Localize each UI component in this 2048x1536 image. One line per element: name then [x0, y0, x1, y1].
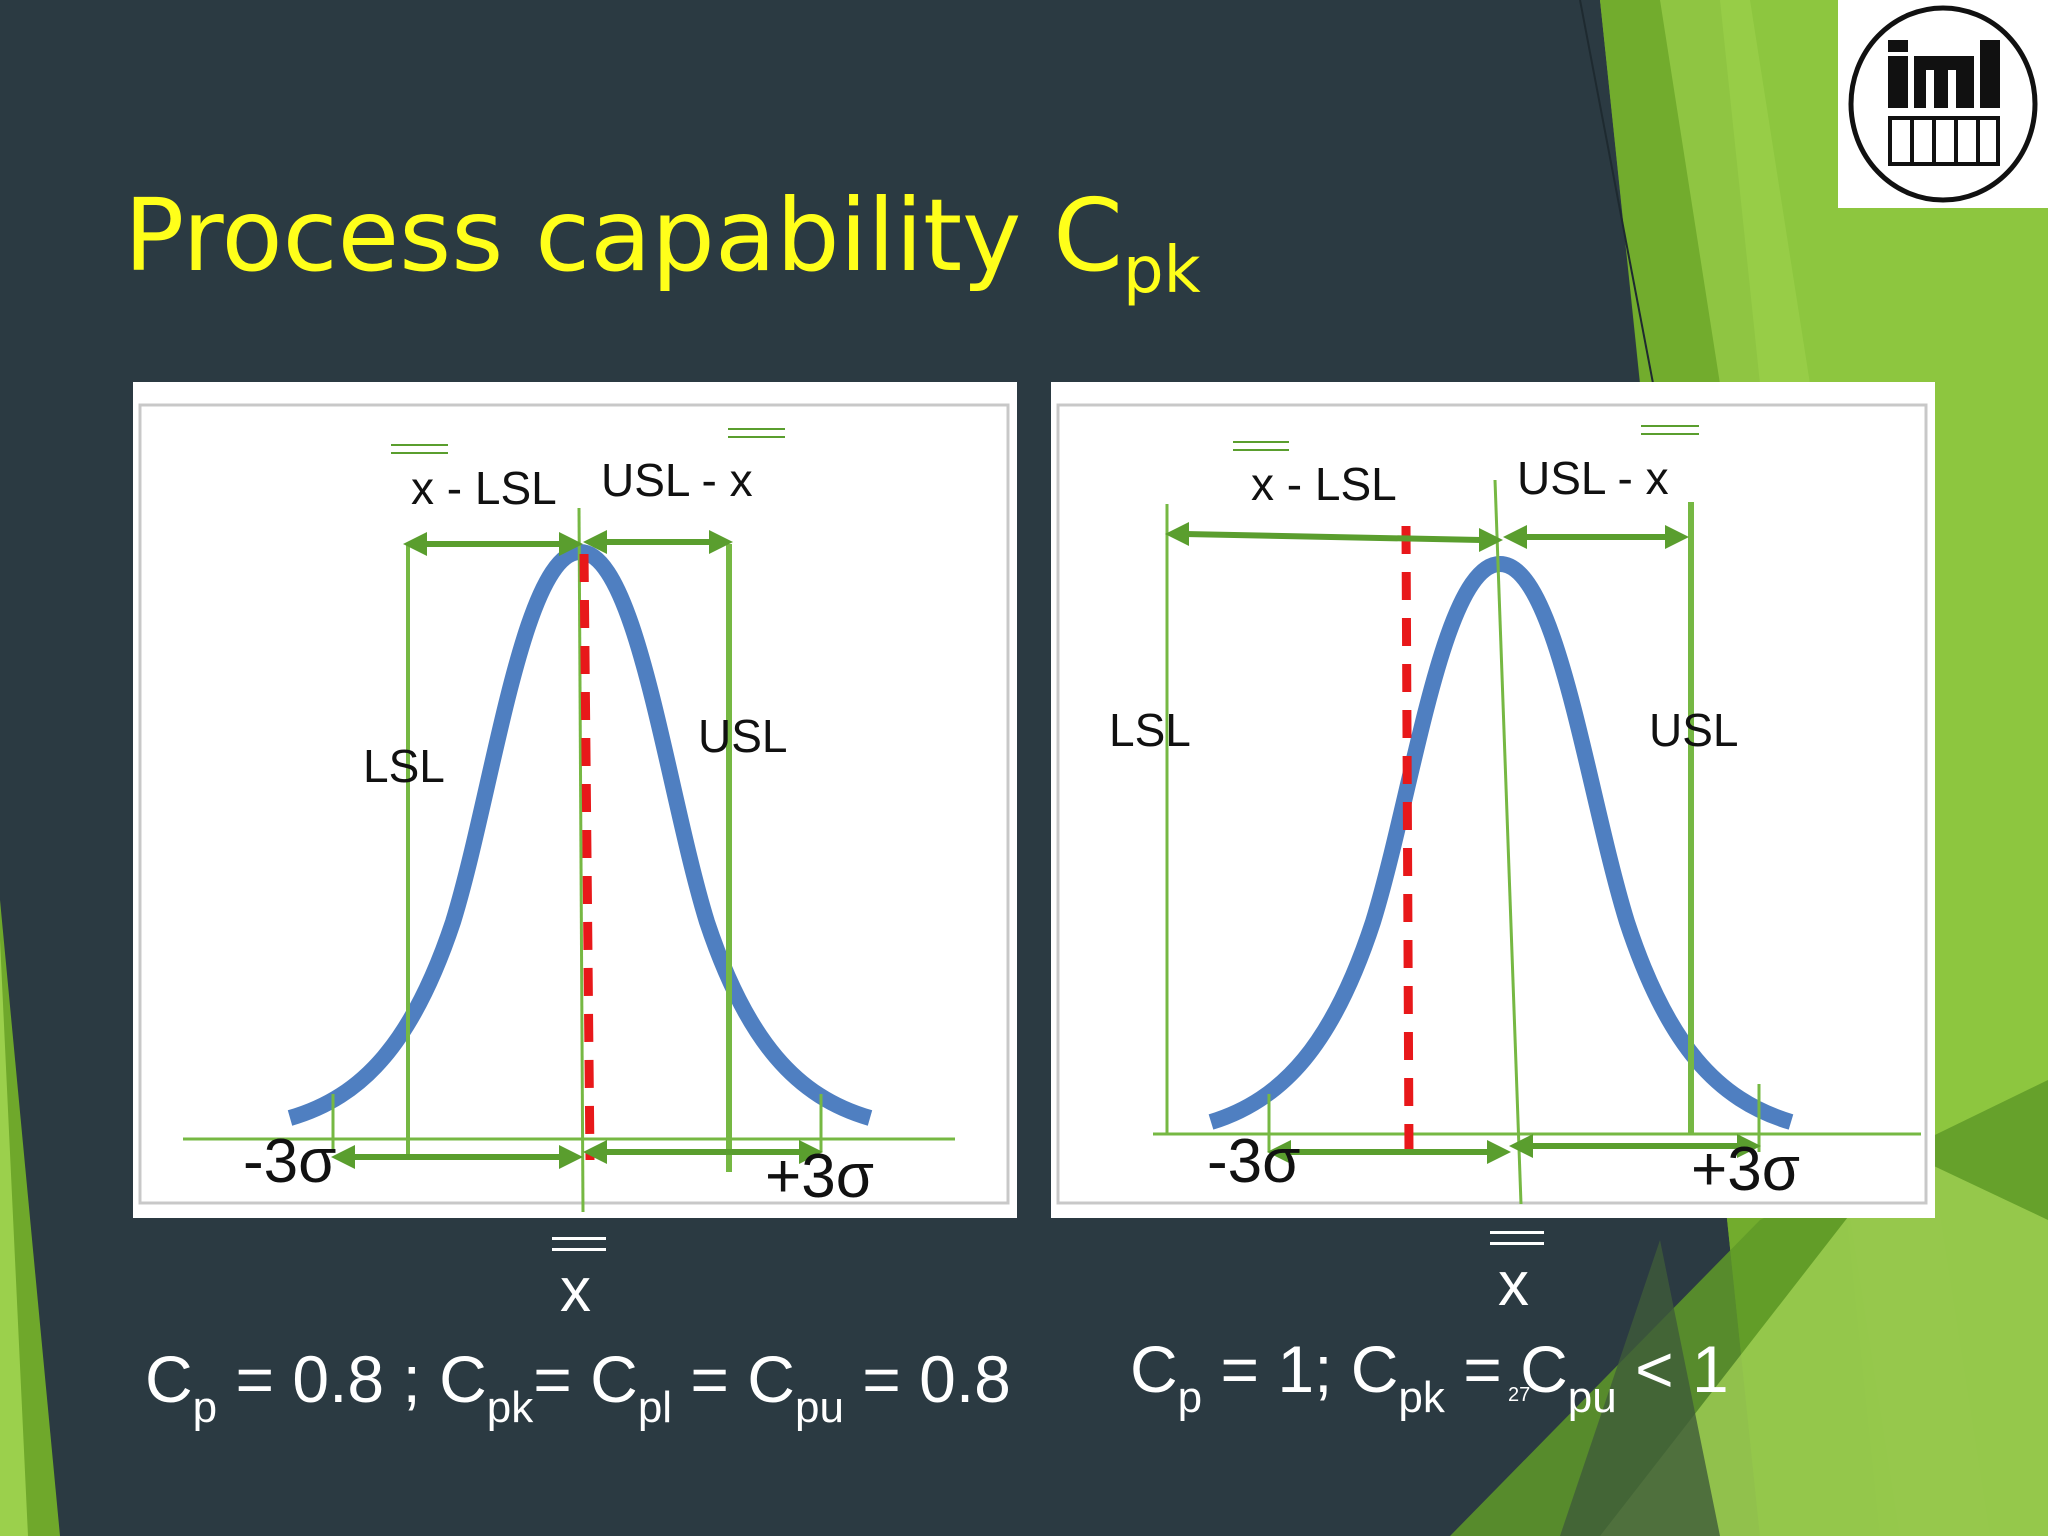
left-label-usl: USL [698, 710, 787, 762]
left-label-usl-minus-mean: USL - x [601, 454, 753, 506]
formula-left-part: = 0.8 [843, 1342, 1011, 1416]
right-label-usl: USL [1649, 704, 1738, 756]
right-arrow-minus-3sigma [1267, 1140, 1511, 1164]
formula-right-sub: pk [1398, 1373, 1445, 1422]
left-arrow-plus-3sigma [583, 1140, 823, 1164]
slide-title: Process capability Cpk [124, 186, 1201, 304]
right-arrow-plus-3sigma [1509, 1134, 1761, 1158]
title-main: Process capability C [124, 177, 1123, 294]
formula-right-part: < 1 [1616, 1332, 1729, 1406]
left-diagram-frame [138, 403, 1010, 1205]
formula-left-part: C [145, 1342, 193, 1416]
formula-left-sub: pu [794, 1383, 844, 1432]
right-diagram: x - LSL USL - x LSL USL -3σ +3σ [1051, 382, 1935, 1218]
right-arrow-usl-minus-mean [1503, 525, 1689, 549]
right-mean-symbol-text: x [1498, 1250, 1529, 1319]
left-arrow-minus-3sigma [331, 1145, 583, 1169]
right-label-mean-minus-lsl: x - LSL [1251, 458, 1397, 510]
formula-left-sub: pl [637, 1383, 673, 1432]
right-mean-line [1493, 479, 1523, 1205]
formula-right-part: = C [1444, 1332, 1568, 1406]
left-arrow-usl-minus-mean [583, 530, 733, 554]
right-mean-overbar-1 [1233, 441, 1289, 451]
formula-right-sub: p [1177, 1373, 1203, 1422]
right-mean-overbar-2 [1641, 425, 1699, 435]
right-label-lsl: LSL [1109, 704, 1191, 756]
right-label-plus-3sigma: +3σ [1691, 1135, 1800, 1204]
left-arrow-mean-minus-lsl [403, 532, 583, 556]
right-label-minus-3sigma: -3σ [1207, 1127, 1300, 1196]
left-mean-symbol-text: x [560, 1256, 591, 1325]
left-mean-overbar-1 [391, 444, 448, 454]
right-center-dashed-line [1401, 525, 1414, 1155]
right-label-usl-minus-mean: USL - x [1517, 452, 1669, 504]
formula-left-sub: pk [486, 1383, 534, 1432]
formula-left: Cp = 0.8 ; Cpk= Cpl = Cpu = 0.8 [145, 1346, 1011, 1430]
left-diagram: x - LSL USL - x LSL USL -3σ +3σ [133, 382, 1017, 1218]
left-mean-overbar-2 [728, 428, 785, 438]
formula-right: Cp = 1; Cpk = Cpu < 1 [1130, 1336, 1729, 1420]
left-label-minus-3sigma: -3σ [243, 1127, 336, 1196]
formula-right-sub: pu [1567, 1373, 1617, 1422]
left-label-plus-3sigma: +3σ [765, 1142, 874, 1211]
title-subscript: pk [1122, 234, 1201, 308]
right-bell-curve [1208, 555, 1794, 1130]
formula-left-part: = C [533, 1342, 638, 1416]
formula-left-part: = C [672, 1342, 795, 1416]
left-mean-line [577, 507, 585, 1213]
left-label-lsl: LSL [363, 740, 445, 792]
institute-logo [1838, 0, 2048, 208]
right-mean-symbol: x [1490, 1231, 1544, 1316]
left-label-mean-minus-lsl: x - LSL [411, 462, 557, 514]
right-arrow-mean-minus-lsl [1165, 522, 1503, 552]
formula-right-part: C [1130, 1332, 1178, 1406]
left-center-dashed-line [579, 553, 595, 1161]
formula-left-part: = 0.8 ; C [217, 1342, 487, 1416]
formula-left-sub: p [192, 1383, 218, 1432]
formula-right-part: = 1; C [1202, 1332, 1399, 1406]
left-mean-symbol: x [552, 1237, 606, 1322]
slide-number: 27 [1508, 1384, 1531, 1406]
